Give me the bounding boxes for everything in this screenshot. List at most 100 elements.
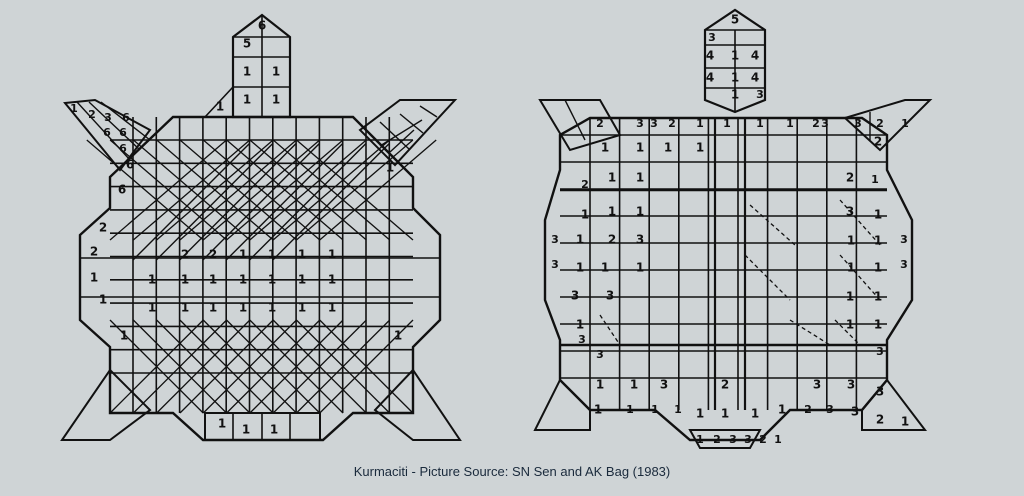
cell-number-label: 1 [636,171,644,185]
cell-number-label: 1 [636,205,644,219]
cell-number-label: 1 [731,88,739,102]
cell-number-label: 2 [874,135,882,149]
dashed-diagonal [744,254,791,301]
diagonal-line [155,143,274,261]
cell-number-label: 2 [596,117,604,130]
cell-number-label: 1 [901,415,909,429]
cell-number-label: 1 [268,301,276,315]
cell-number-label: 2 [812,117,820,130]
turtle-body-outline [78,115,442,442]
cell-number-label: 1 [696,117,704,130]
turtle-tail [688,429,762,449]
diagonal-line [202,143,320,261]
cell-number-label: 1 [847,234,855,248]
cell-number-label: 6 [119,142,127,155]
cell-number-label: 1 [576,318,584,332]
cell-number-label: 1 [268,273,276,287]
cell-number-label: 3 [606,289,614,303]
diagonal-line [295,319,391,414]
diagonal-line [132,319,228,414]
cell-number-label: 2 [759,433,767,446]
cell-number-label: 2 [721,378,729,392]
cell-number-label: 1 [651,403,659,416]
cell-number-label: 2 [713,433,721,446]
cell-number-label: 1 [209,301,217,315]
cell-number-label: 1 [874,208,882,222]
cell-number-label: 1 [751,407,759,421]
cell-number-label: 1 [874,261,882,275]
cell-number-label: 4 [706,49,714,63]
cell-number-label: 3 [821,117,829,130]
cell-number-label: 1 [608,205,616,219]
cell-number-label: 3 [847,378,855,392]
cell-number-label: 4 [751,71,759,85]
front-left-flipper [538,99,622,152]
diagonal-line [202,139,321,241]
cell-number-label: 2 [846,171,854,185]
cell-number-label: 2 [581,178,589,191]
cell-number-label: 1 [576,233,584,247]
diagonal-line [202,319,297,414]
diagonal-line [319,319,414,414]
cell-number-label: 3 [756,88,764,101]
dashed-diagonal [839,199,881,246]
cell-number-label: 1 [268,248,276,262]
cell-number-label: 1 [756,117,764,130]
cell-number-label: 1 [298,301,306,315]
cell-number-label: 2 [209,248,217,262]
grid-line [564,99,586,141]
cell-number-label: 1 [778,403,786,417]
cell-number-label: 1 [209,273,217,287]
grid-line [379,119,423,147]
cell-number-label: 1 [239,248,247,262]
cell-number-label: 1 [576,261,584,275]
cell-number-label: 1 [696,141,704,155]
cell-number-label: 1 [239,273,247,287]
cell-number-label: 1 [216,100,224,114]
cell-number-label: 1 [272,65,280,79]
grid-line [389,129,415,153]
diagonal-line [249,319,344,414]
cell-number-label: 6 [118,183,126,197]
cell-number-label: 2 [608,233,616,247]
cell-number-label: 2 [668,117,676,130]
cell-number-label: 1 [120,329,128,343]
dashed-diagonal [839,254,881,301]
cell-number-label: 6 [119,126,127,139]
cell-number-label: 3 [813,378,821,392]
cell-number-label: 3 [900,233,908,246]
cell-number-label: 1 [630,378,638,392]
cell-number-label: 1 [270,423,278,437]
diagonal-line [86,139,204,241]
cell-number-label: 1 [70,102,78,115]
rear-right-flipper [861,378,928,431]
cell-number-label: 3 [708,31,716,44]
cell-number-label: 3 [104,111,112,124]
grid-line [88,101,141,151]
cell-number-label: 1 [874,318,882,332]
cell-number-label: 1 [608,171,616,185]
cell-number-label: 3 [578,333,586,346]
cell-number-label: 3 [636,117,644,130]
rear-left-flipper [60,368,152,441]
cell-number-label: 1 [386,161,394,175]
grid-line [379,121,410,150]
cell-number-label: 3 [876,385,884,399]
cell-number-label: 1 [328,273,336,287]
cell-number-label: 3 [571,289,579,303]
cell-number-label: 1 [243,65,251,79]
cell-number-label: 1 [847,261,855,275]
diagonal-line [226,139,344,241]
cell-number-label: 1 [723,117,731,130]
cell-number-label: 1 [636,141,644,155]
diagonal-line [179,139,297,241]
cell-number-label: 1 [148,273,156,287]
diagonal-line [156,319,251,414]
cell-number-label: 1 [721,407,729,421]
grid-line [419,105,438,118]
cell-number-label: 3 [876,345,884,358]
cell-number-label: 2 [181,248,189,262]
